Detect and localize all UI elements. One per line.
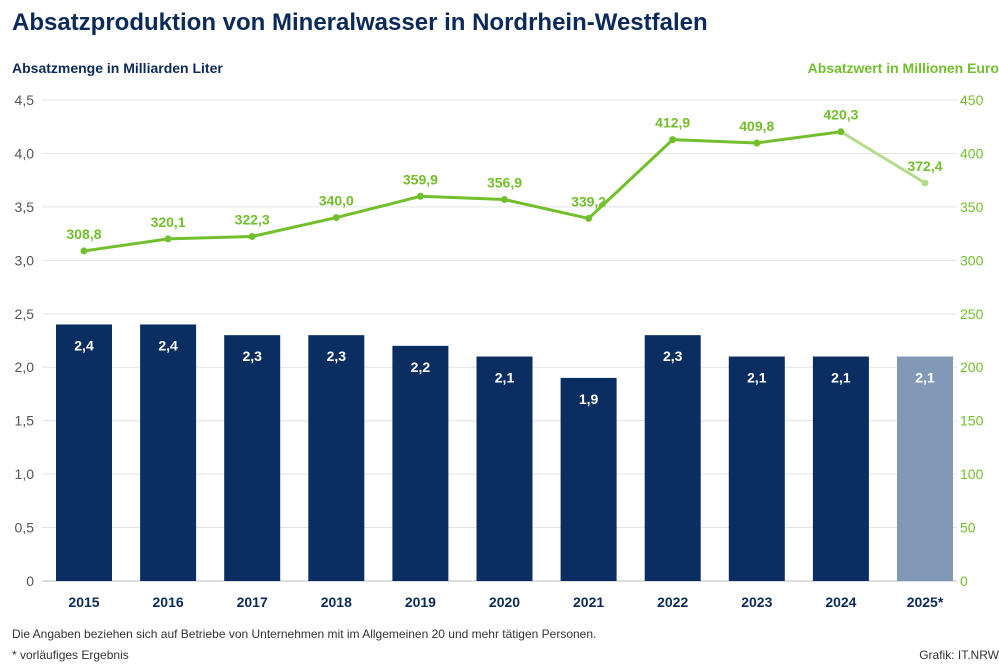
category-label: 2019: [405, 594, 436, 610]
right-tick-label: 250: [960, 306, 984, 322]
category-label: 2023: [741, 594, 772, 610]
right-tick-label: 400: [960, 145, 984, 161]
bar-value-label: 1,9: [579, 391, 599, 407]
category-label: 2015: [68, 594, 99, 610]
chart-title: Absatzproduktion von Mineralwasser in No…: [12, 9, 708, 36]
line-segment: [334, 194, 422, 220]
left-tick-label: 1,0: [15, 466, 35, 482]
category-label: 2025*: [907, 594, 944, 610]
line-segment: [418, 194, 506, 202]
bar: [392, 345, 449, 581]
right-tick-label: 50: [960, 520, 976, 536]
source-credit: Grafik: IT.NRW: [919, 648, 999, 662]
bar-value-label: 2,1: [495, 370, 515, 386]
left-tick-label: 1,5: [15, 413, 35, 429]
line-value-label: 372,4: [907, 158, 942, 174]
right-tick-label: 450: [960, 92, 984, 108]
left-tick-label: 4,0: [15, 145, 35, 161]
line-value-label: 320,1: [151, 214, 186, 230]
line-point: [753, 139, 761, 147]
line-value-label: 420,3: [823, 107, 858, 123]
bar: [728, 356, 785, 581]
right-tick-label: 200: [960, 359, 984, 375]
provisional-note: * vorläufiges Ergebnis: [12, 648, 129, 662]
category-label: 2020: [489, 594, 520, 610]
right-tick-label: 100: [960, 466, 984, 482]
line-value-label: 308,8: [66, 226, 101, 242]
bar: [897, 356, 953, 581]
left-tick-label: 2,0: [15, 359, 35, 375]
category-label: 2018: [321, 594, 352, 610]
line-value-label: 409,8: [739, 118, 774, 134]
bar-value-label: 2,3: [327, 348, 347, 364]
right-tick-label: 350: [960, 199, 984, 215]
bar: [308, 335, 365, 581]
category-label: 2017: [237, 594, 268, 610]
line-point: [164, 235, 172, 243]
bar: [560, 377, 617, 581]
left-tick-label: 3,5: [15, 199, 35, 215]
line-point: [585, 214, 593, 222]
left-axis-title: Absatzmenge in Milliarden Liter: [12, 60, 223, 76]
line-segment: [587, 138, 675, 220]
line-segment: [82, 237, 170, 253]
line-value-label: 356,9: [487, 175, 522, 191]
line-value-label: 322,3: [235, 211, 270, 227]
line-point: [332, 214, 340, 222]
line-point: [669, 136, 677, 144]
line-value-label: 339,2: [571, 193, 606, 209]
left-tick-label: 3,0: [15, 252, 35, 268]
line-point: [80, 247, 88, 255]
bar-value-label: 2,2: [411, 359, 431, 375]
bar: [140, 324, 197, 581]
left-tick-label: 0: [26, 573, 34, 589]
line-segment: [839, 130, 927, 185]
left-tick-label: 4,5: [15, 92, 35, 108]
line-segment: [755, 130, 843, 145]
right-tick-label: 150: [960, 413, 984, 429]
bar: [812, 356, 869, 581]
right-tick-label: 300: [960, 252, 984, 268]
bar: [224, 335, 281, 581]
category-label: 2024: [825, 594, 856, 610]
line-value-label: 359,9: [403, 171, 438, 187]
bar: [644, 335, 701, 581]
bar-value-label: 2,1: [747, 370, 767, 386]
category-label: 2016: [153, 594, 184, 610]
footnote: Die Angaben beziehen sich auf Betriebe v…: [12, 627, 596, 641]
bar-value-label: 2,1: [915, 370, 935, 386]
line-segment: [250, 216, 338, 238]
bar-value-label: 2,3: [663, 348, 683, 364]
bar-value-label: 2,4: [158, 337, 178, 353]
bar-value-label: 2,4: [74, 337, 94, 353]
line-value-label: 340,0: [319, 193, 354, 209]
line-segment: [671, 138, 759, 145]
bar: [56, 324, 112, 581]
line-point: [416, 192, 424, 200]
line-point: [837, 128, 845, 136]
category-label: 2022: [657, 594, 688, 610]
right-tick-label: 0: [960, 573, 968, 589]
bar: [476, 356, 533, 581]
left-tick-label: 0,5: [15, 520, 35, 536]
bar-value-label: 2,3: [242, 348, 262, 364]
line-point: [921, 179, 929, 187]
bar-value-label: 2,1: [831, 370, 851, 386]
line-point: [501, 196, 508, 204]
line-point: [248, 232, 256, 240]
line-segment: [503, 198, 591, 220]
line-segment: [166, 234, 254, 241]
right-axis-title: Absatzwert in Millionen Euro: [808, 60, 999, 76]
left-tick-label: 2,5: [15, 306, 35, 322]
line-value-label: 412,9: [655, 115, 690, 131]
category-label: 2021: [573, 594, 604, 610]
